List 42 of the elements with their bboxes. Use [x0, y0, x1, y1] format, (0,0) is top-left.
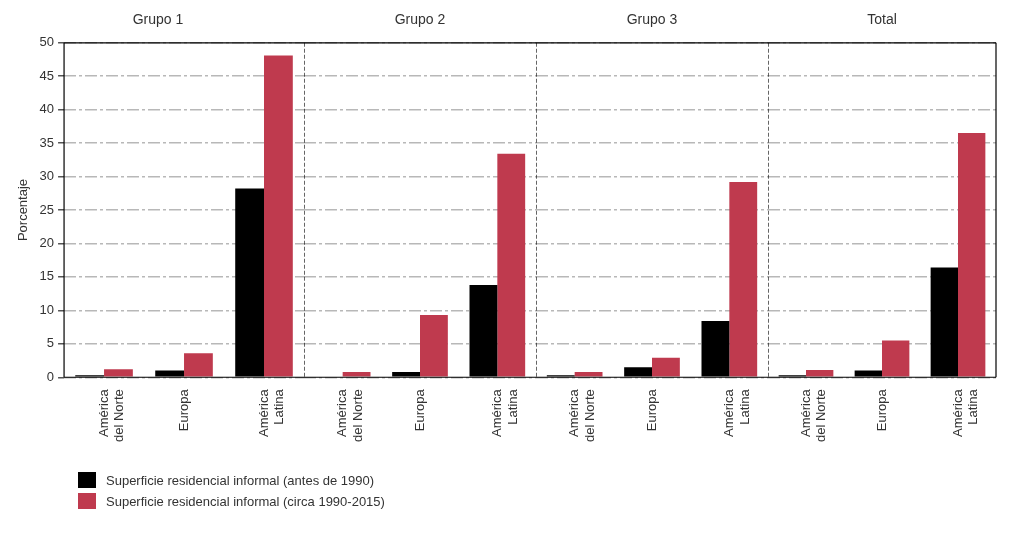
bar [574, 371, 603, 377]
bar [264, 55, 293, 377]
bar [184, 353, 213, 377]
bar [958, 133, 986, 377]
y-tick-label: 50 [39, 34, 55, 50]
bar [104, 369, 133, 377]
y-tick-label: 25 [39, 201, 55, 217]
chart-title: Total [867, 11, 897, 28]
x-tick-label: América Latina [255, 388, 287, 437]
x-tick-label: Europa [175, 388, 191, 432]
chart-title: Grupo 1 [132, 11, 184, 28]
x-tick-label: Europa [873, 388, 889, 432]
y-tick-label: 20 [39, 235, 55, 251]
y-tick-label: 45 [39, 67, 55, 83]
chart-title: Grupo 3 [626, 11, 678, 28]
bar [420, 315, 448, 377]
bar [497, 153, 526, 377]
legend-label: Superficie residencial informal (circa 1990-2015) [106, 493, 385, 509]
y-tick-label: 15 [39, 268, 55, 284]
y-tick-label: 35 [39, 134, 55, 150]
bar [729, 181, 758, 377]
x-tick-label: Europa [411, 388, 427, 432]
y-tick-label: 40 [39, 101, 55, 117]
x-tick-label: América Latina [488, 388, 520, 437]
x-tick-label: América del Norte [797, 388, 829, 442]
y-tick-label: 10 [39, 301, 55, 317]
chart-title: Grupo 2 [394, 11, 446, 28]
x-tick-label: América del Norte [95, 388, 127, 442]
bar [652, 357, 680, 377]
x-tick-label: América Latina [720, 388, 752, 437]
bar [806, 369, 834, 377]
x-tick-label: América Latina [949, 388, 981, 437]
y-axis-title: Porcentaje [15, 178, 31, 242]
bar [882, 340, 910, 377]
bar [342, 371, 371, 377]
y-tick-label: 30 [39, 168, 55, 184]
x-tick-label: América del Norte [566, 388, 597, 442]
x-tick-label: Europa [643, 388, 659, 432]
y-tick-label: 5 [46, 335, 55, 351]
y-tick-label: 0 [46, 368, 55, 384]
legend-label: Superficie residencial informal (antes de 1990) [106, 472, 375, 488]
x-tick-label: América del Norte [334, 388, 365, 442]
